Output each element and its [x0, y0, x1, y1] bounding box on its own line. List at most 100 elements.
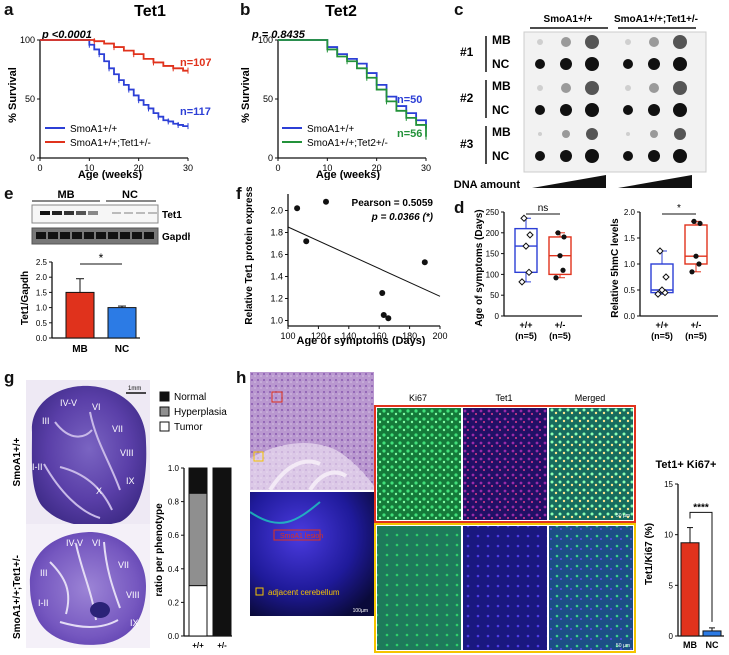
panel-e-band-label: Tet1 [162, 210, 182, 221]
y-tick-label: 1.5 [36, 288, 48, 297]
panel-c-group-header: SmoA1+/+;Tet1+/- [614, 14, 698, 25]
blot-dot [585, 149, 599, 163]
lobule-label: VI [92, 402, 101, 412]
panel-f-letter: f [236, 184, 242, 203]
blot-dot [586, 128, 598, 140]
x-tick-label: 140 [341, 331, 356, 341]
tet1-band [88, 211, 98, 215]
group-n: (n=5) [685, 331, 707, 341]
box-point [560, 267, 566, 273]
scatter-point [303, 238, 310, 245]
y-tick-label: 150 [486, 250, 500, 259]
panel-a-n-label: n=107 [180, 57, 212, 69]
blot-dot [626, 132, 630, 136]
panel-g-letter: g [4, 368, 15, 387]
tet1-band [76, 211, 86, 215]
panel-h-micrographs: Ki67 Tet1 Merged 50 µm 50 µm [374, 393, 636, 653]
blot-dot [560, 150, 572, 162]
panel-d-letter: d [454, 198, 465, 217]
gapdh-band [96, 232, 106, 239]
y-tick-label: 0.2 [168, 598, 180, 607]
y-tick-label: 2.0 [36, 273, 48, 282]
blot-dot [674, 128, 686, 140]
blot-dot [537, 85, 543, 91]
panel-g-chart: 0.0 0.2 0.4 0.6 0.8 1.0 +/+ +/- [168, 464, 232, 650]
panel-e-chart: 0.0 0.5 1.0 1.5 2.0 2.5 MB NC * [36, 251, 140, 355]
tet1-band [52, 211, 62, 215]
box-point [522, 242, 530, 250]
scatter-point [421, 259, 428, 266]
panel-h-dapi-image: SmoA1 lesion adjacent cerebellum 100µm [250, 492, 374, 616]
panel-c-footer: DNA amount [454, 179, 521, 191]
legend-label: Hyperplasia [174, 407, 227, 418]
box [514, 227, 538, 274]
box-point [518, 278, 526, 286]
y-tick-label: 1.2 [270, 294, 283, 304]
panel-g-lobule-labels-top: III IV-V VI VII VIII IX X I-II [32, 398, 135, 496]
box-point [525, 268, 533, 277]
group-n: (n=5) [549, 331, 571, 341]
panel-h-channel-label: Merged [575, 393, 606, 403]
y-tick-label: 2.0 [624, 208, 636, 217]
y-tick-label: 0.0 [624, 312, 636, 321]
y-tick-label: 1.5 [624, 234, 636, 243]
panel-a-xlabel: Age (weeks) [78, 169, 143, 180]
blot-dot [562, 130, 570, 138]
lobule-label: IV-V [66, 538, 83, 548]
panel-b-xlabel: Age (weeks) [316, 169, 381, 180]
panel-h-chart: 0 5 10 15 MB NC **** [664, 480, 724, 650]
x-tick-label: 30 [183, 163, 193, 173]
blot-dot [673, 149, 687, 163]
survival-series-line [40, 39, 188, 128]
panel-c-replicate-label: #3 [460, 137, 474, 151]
scatter-point [294, 205, 301, 212]
panel-h-scale-micro: 50 µm [616, 643, 630, 649]
regression-line [287, 226, 441, 297]
panel-g-scale: 1mm [128, 386, 141, 392]
micro-ki67-lesion [377, 408, 461, 520]
panel-g-folia-top [43, 411, 121, 519]
stacked-bar-tumor [188, 585, 208, 637]
micro-ki67-adjacent [377, 526, 461, 650]
panel-h-channel-label: Tet1 [495, 393, 512, 403]
box-point [526, 231, 534, 239]
survival-series-line [278, 39, 427, 129]
scatter-point [385, 315, 392, 322]
panel-b-letter: b [240, 0, 251, 19]
panel-f-scatter: Relative Tet1 protein expression Age of … [244, 186, 448, 346]
micro-merged-adjacent [549, 526, 633, 650]
panel-a-legend-label: SmoA1+/+ [70, 124, 117, 135]
panel-e-western-blot: MB NC Tet1 Gapdh [31, 189, 190, 245]
sig-marker: * [677, 203, 681, 214]
x-tick-label: +/- [217, 641, 227, 650]
blot-dot [560, 104, 572, 116]
panel-h-ylabel: Tet1/Ki67 (%) [644, 523, 655, 585]
panel-c-replicate-label: #2 [460, 91, 474, 105]
panel-g-lesion [90, 602, 110, 618]
lobule-label: VI [92, 538, 101, 548]
panel-g-histology: SmoA1+/+ 1mm III IV-V VI VII VIII IX X I… [12, 380, 232, 650]
panel-g-genotype-top: SmoA1+/+ [12, 437, 23, 486]
x-tick-label: +/+ [192, 641, 204, 650]
dapi-tissue [250, 492, 374, 616]
panel-h-lesion-frame [374, 405, 636, 523]
stacked-bar-normal [188, 467, 208, 494]
group-n: (n=5) [651, 331, 673, 341]
y-tick-label: 50 [25, 94, 35, 104]
panel-c-gradient-wedge [618, 175, 692, 188]
panel-c-replicate-2: #2 MB NC [460, 79, 511, 118]
y-tick-label: 1.8 [270, 228, 283, 238]
box-point [561, 234, 567, 240]
panel-c-row-label: MB [492, 79, 511, 93]
x-tick-label: 160 [372, 331, 387, 341]
blot-dot [585, 103, 599, 117]
bar-nc [107, 307, 137, 339]
panel-h-adjacent-frame [374, 523, 636, 653]
blot-dot [650, 130, 658, 138]
blot-dot [649, 37, 659, 47]
y-tick-label: 0.5 [36, 319, 48, 328]
blot-dot [560, 58, 572, 70]
dapi-adjacent-box [255, 587, 264, 596]
box [684, 224, 708, 265]
